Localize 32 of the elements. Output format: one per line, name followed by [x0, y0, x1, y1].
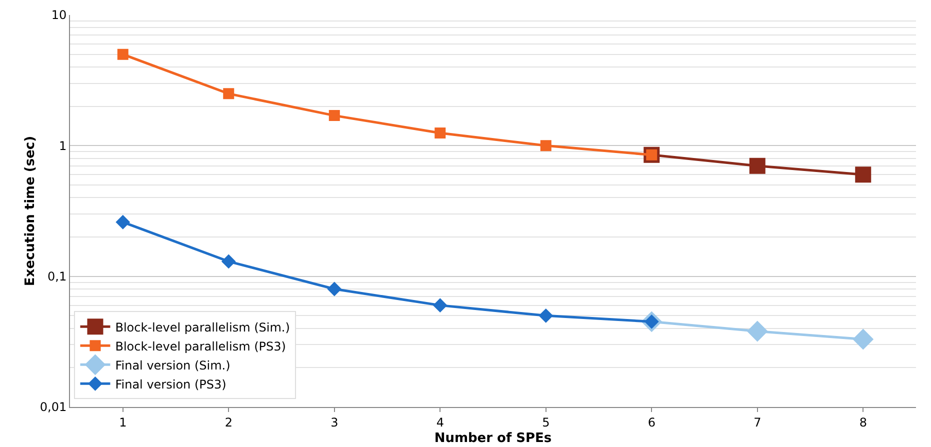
point [433, 298, 448, 312]
point [852, 329, 874, 350]
point [749, 158, 766, 174]
legend-label: Block-level parallelism (Sim.) [115, 320, 290, 334]
y-tick-label: 0,01 [40, 400, 67, 414]
y-axis-title: Execution time (sec) [23, 136, 38, 286]
point [327, 282, 342, 296]
point [540, 140, 552, 152]
x-tick-label: 3 [330, 415, 338, 430]
point [116, 215, 130, 230]
x-tick-label: 4 [436, 415, 444, 430]
point [434, 128, 446, 138]
x-tick-label: 5 [542, 415, 550, 430]
x-axis-title: Number of SPEs [434, 431, 552, 446]
point [223, 88, 234, 100]
x-tick-label: 2 [224, 415, 232, 430]
point [538, 308, 553, 323]
y-tick-label: 0,1 [48, 270, 67, 284]
x-tick-label: 6 [648, 415, 656, 430]
legend-label: Final version (PS3) [115, 377, 226, 392]
point [747, 320, 768, 342]
legend-label: Block-level parallelism (PS3) [115, 339, 286, 354]
y-tick-label: 10 [51, 8, 67, 22]
point [855, 166, 872, 183]
point [117, 48, 128, 60]
point [222, 254, 236, 268]
point [328, 110, 340, 122]
x-tick-label: 8 [859, 415, 867, 430]
legend-label: Final version (Sim.) [115, 358, 230, 372]
x-tick-label: 1 [119, 415, 127, 430]
x-tick-label: 7 [754, 415, 762, 430]
y-tick-label: 1 [58, 138, 67, 153]
